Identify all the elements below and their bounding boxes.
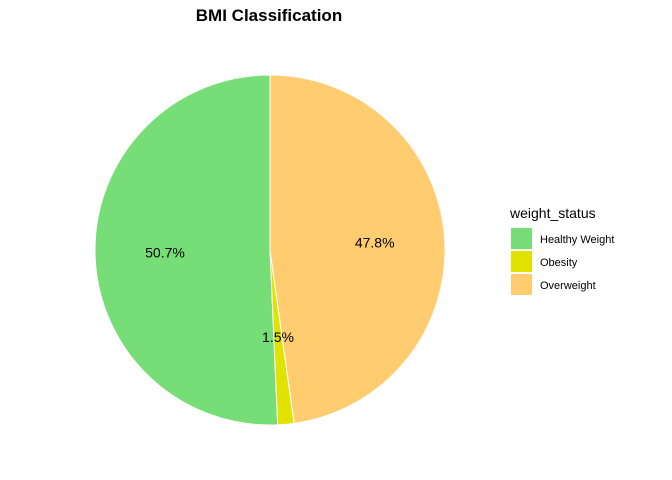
- legend-swatch-overweight: [511, 274, 532, 295]
- pie-slices: [94, 74, 446, 426]
- pie-slice-overweight: [269, 74, 446, 424]
- legend-swatch-healthy-weight: [511, 228, 532, 249]
- legend: weight_status Healthy Weight Obesity Overw…: [509, 205, 614, 295]
- legend-title: weight_status: [509, 205, 596, 221]
- pie-slice-healthy-weight: [94, 74, 279, 426]
- chart-title: BMI Classification: [196, 6, 342, 25]
- pie-labels: 50.7% 1.5% 47.8%: [145, 235, 394, 345]
- slice-label-obesity: 1.5%: [262, 329, 294, 345]
- slice-label-overweight: 47.8%: [355, 235, 395, 251]
- slice-label-healthy-weight: 50.7%: [145, 244, 185, 260]
- legend-label-overweight: Overweight: [540, 280, 596, 292]
- legend-label-obesity: Obesity: [540, 257, 578, 269]
- legend-label-healthy-weight: Healthy Weight: [540, 234, 614, 246]
- legend-swatch-obesity: [511, 251, 532, 272]
